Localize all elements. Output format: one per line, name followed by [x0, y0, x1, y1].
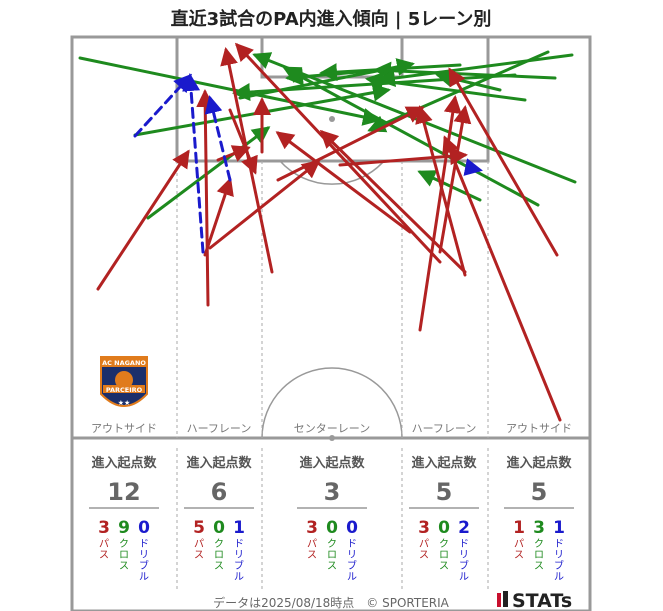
- pass-arrow-14: [442, 135, 562, 422]
- center-circle: [261, 367, 403, 439]
- center-spot: [329, 435, 335, 441]
- cross-arrow-12: [282, 66, 540, 207]
- lane-label-2: ハーフレーン: [187, 422, 252, 435]
- pass-count-3: 3: [306, 518, 318, 538]
- dribble-label-1: ドリブル: [139, 539, 149, 583]
- pass-arrow-12: [319, 129, 467, 274]
- lane-labels: アウトサイド ハーフレーン センターレーン ハーフレーン アウトサイド: [91, 422, 572, 435]
- dribble-arrow-3: [204, 95, 232, 182]
- dribble-count-4: 2: [458, 518, 470, 538]
- dribble-label-4: ドリブル: [459, 539, 469, 583]
- pass-arrow-18: [216, 145, 251, 162]
- pass-count-4: 3: [418, 518, 430, 538]
- dribble-arrow-2: [182, 73, 205, 254]
- entry-arrows: [78, 42, 577, 422]
- brand-text: STATs: [512, 590, 572, 611]
- cross-count-4: 0: [438, 518, 450, 538]
- pass-arrow-13: [415, 105, 467, 277]
- dribble-count-1: 0: [138, 518, 150, 538]
- svg-text:★★: ★★: [118, 399, 131, 407]
- svg-text:AC NAGANO: AC NAGANO: [102, 359, 146, 367]
- dribble-count-2: 1: [233, 518, 245, 538]
- stat-header-4: 進入起点数: [411, 455, 477, 471]
- lane-label-4: ハーフレーン: [412, 422, 477, 435]
- pass-label-1: パス: [99, 538, 109, 561]
- entry-total-4: 5: [436, 478, 453, 506]
- stat-header-1: 進入起点数: [91, 455, 157, 471]
- dribble-label-2: ドリブル: [234, 539, 244, 583]
- cross-label-3: クロス: [327, 538, 337, 572]
- pass-arrow-17: [276, 106, 425, 182]
- dribble-arrow-4: [463, 158, 483, 176]
- dribble-count-3: 0: [346, 518, 358, 538]
- pass-arrow-2: [203, 177, 234, 257]
- pass-count-5: 1: [513, 518, 525, 538]
- lane-label-1: アウトサイド: [91, 422, 157, 435]
- pass-arrow-3: [196, 89, 215, 307]
- pass-label-3: パス: [307, 538, 317, 561]
- pass-arrow-10: [438, 105, 472, 254]
- cross-arrow-8: [377, 53, 574, 87]
- dribble-arrow-1: [133, 73, 193, 138]
- penalty-spot: [329, 116, 335, 122]
- cross-arrow-1: [78, 56, 381, 126]
- penalty-arc: [279, 160, 385, 185]
- pass-arrow-5: [228, 108, 258, 175]
- pass-arrow-1: [96, 149, 190, 291]
- cross-count-5: 3: [533, 518, 545, 538]
- lane-stats: 進入起点数123パス9クロス0ドリブル進入起点数65パス0クロス1ドリブル進入起…: [89, 455, 574, 583]
- footer-date: データは2025/08/18時点 © SPORTERIA: [213, 595, 450, 610]
- club-logo: AC NAGANO PARCEIRO ★★: [100, 356, 148, 407]
- cross-arrow-15: [232, 73, 517, 102]
- cross-label-1: クロス: [119, 538, 129, 572]
- dribble-label-3: ドリブル: [347, 539, 357, 583]
- cross-arrow-9: [435, 69, 502, 92]
- stats-brand: STATs: [497, 590, 572, 611]
- pass-arrow-16: [338, 147, 468, 167]
- stat-header-2: 進入起点数: [186, 455, 252, 471]
- cross-label-4: クロス: [439, 538, 449, 572]
- cross-count-1: 9: [118, 518, 130, 538]
- pass-count-1: 3: [98, 518, 110, 538]
- pass-label-2: パス: [194, 538, 204, 561]
- entry-total-1: 12: [107, 478, 140, 506]
- cross-arrow-7: [373, 61, 557, 80]
- cross-label-5: クロス: [534, 538, 544, 572]
- stat-header-3: 進入起点数: [299, 455, 365, 471]
- pass-arrow-8: [275, 131, 412, 234]
- entry-total-2: 6: [211, 478, 228, 506]
- lane-label-5: アウトサイド: [506, 422, 572, 435]
- pass-arrow-4: [208, 160, 321, 250]
- pass-arrow-15: [448, 67, 559, 257]
- lane-label-3: センターレーン: [294, 422, 370, 435]
- dribble-label-5: ドリブル: [554, 539, 564, 583]
- pass-label-5: パス: [514, 538, 524, 561]
- svg-text:PARCEIRO: PARCEIRO: [106, 386, 143, 394]
- entry-total-3: 3: [324, 478, 341, 506]
- stat-header-5: 進入起点数: [506, 455, 572, 471]
- pass-label-4: パス: [419, 538, 429, 561]
- chart-title: 直近3試合のPA内進入傾向 | 5レーン別: [171, 8, 492, 30]
- cross-arrow-2: [146, 126, 271, 220]
- pass-arrow-9: [234, 42, 442, 264]
- dribble-count-5: 1: [553, 518, 565, 538]
- brand-mark-icon: [497, 593, 501, 607]
- cross-count-2: 0: [213, 518, 225, 538]
- cross-count-3: 0: [326, 518, 338, 538]
- entry-total-5: 5: [531, 478, 548, 506]
- pass-count-2: 5: [193, 518, 205, 538]
- lane-dividers: [176, 161, 489, 592]
- cross-label-2: クロス: [214, 538, 224, 572]
